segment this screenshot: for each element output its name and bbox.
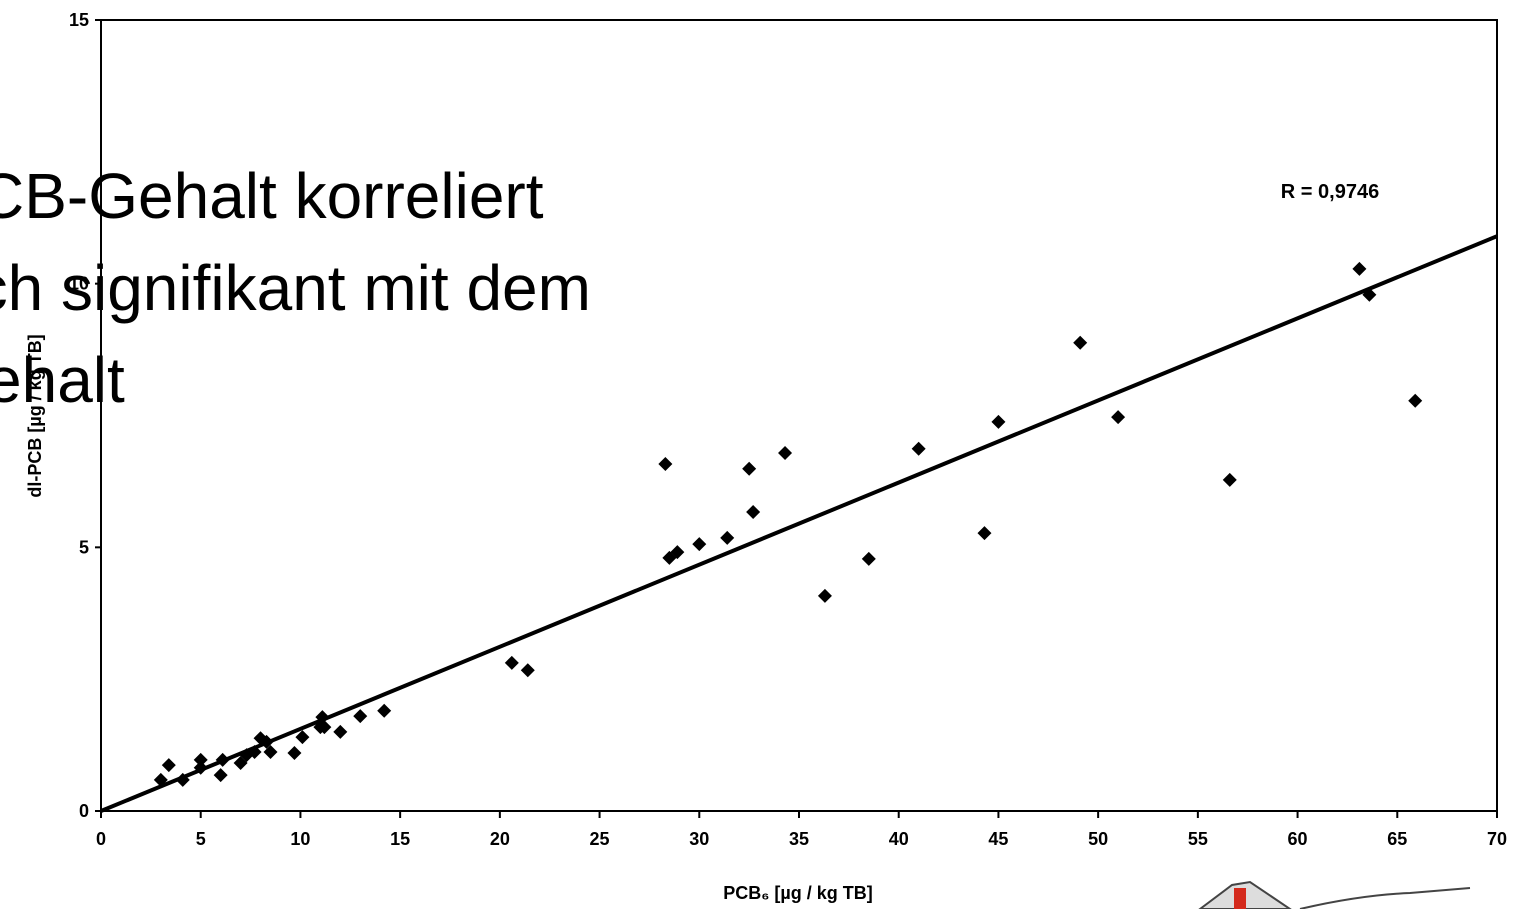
data-point [153,772,168,787]
x-tick-label: 15 [390,829,410,849]
data-point [658,457,673,472]
x-axis-label: PCB₆ [µg / kg TB] [723,883,873,903]
x-tick-label: 65 [1387,829,1407,849]
data-point [817,588,832,603]
x-tick-label: 10 [290,829,310,849]
data-point [720,530,735,545]
trendline [100,234,1498,813]
data-point [193,752,208,767]
data-point [287,745,302,760]
data-point [215,752,230,767]
y-tick-label: 15 [69,10,89,30]
x-tick-label: 25 [590,829,610,849]
x-tick-label: 45 [988,829,1008,849]
data-point [333,724,348,739]
data-point [1352,261,1367,276]
data-point [520,663,535,678]
data-point [193,760,208,775]
data-point [1111,410,1126,425]
slide-text: och signifikant mit dem [0,252,591,324]
data-point [1408,393,1423,408]
x-tick-label: 35 [789,829,809,849]
data-point [247,744,262,759]
plot-frame [100,19,1498,812]
x-tick-label: 0 [96,829,106,849]
data-point [295,730,310,745]
data-point [1222,472,1237,487]
data-point [778,445,793,460]
y-tick-label: 10 [69,274,89,294]
logo-line [1299,887,1471,909]
annotation: R = 0,9746 [1281,181,1379,203]
x-tick-label: 70 [1487,829,1507,849]
data-point [504,655,519,670]
data-point [263,744,278,759]
data-point [213,768,228,783]
x-tick-label: 20 [490,829,510,849]
y-axis-label: dl-PCB [µg / kg TB] [25,334,45,497]
slide-text: ehalt [0,344,125,416]
data-point [317,720,332,735]
x-tick-label: 30 [689,829,709,849]
data-point [911,441,926,456]
data-point [742,461,757,476]
data-point [977,526,992,541]
data-point [1362,287,1377,302]
x-tick-label: 55 [1188,829,1208,849]
data-point [377,703,392,718]
data-point [1073,335,1088,350]
data-point [161,758,176,773]
data-point [259,734,274,749]
logo-mark [1234,888,1246,909]
data-point [746,505,761,520]
data-point [861,551,876,566]
x-tick-label: 40 [889,829,909,849]
x-tick-label: 5 [196,829,206,849]
data-point [670,545,685,560]
y-tick-label: 0 [79,801,89,821]
data-point [692,537,707,552]
data-point [991,414,1006,429]
x-tick-label: 60 [1288,829,1308,849]
data-point [175,772,190,787]
data-point [315,710,330,725]
y-tick-label: 5 [79,537,89,557]
data-point [353,709,368,724]
x-tick-label: 50 [1088,829,1108,849]
slide-text: CB-Gehalt korreliert [0,160,544,232]
